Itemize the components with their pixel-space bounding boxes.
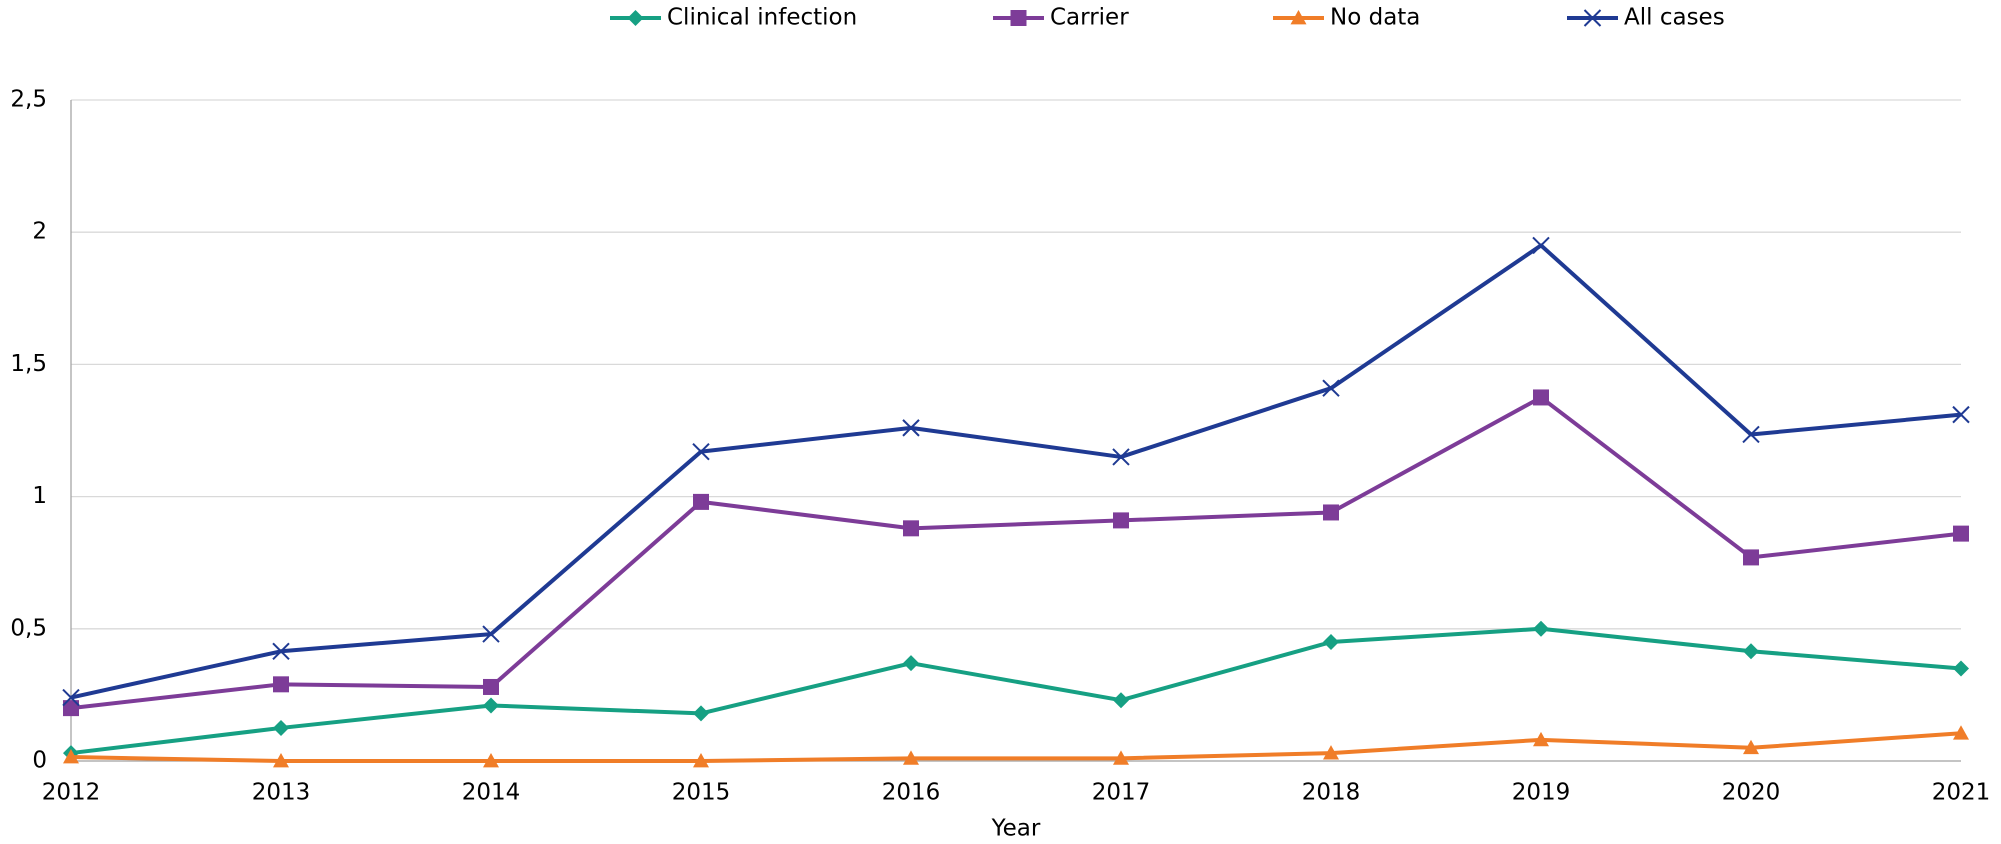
marker (63, 749, 79, 764)
x-axis-label: Year (991, 816, 1041, 842)
legend-label: Clinical infection (667, 5, 857, 31)
x-tick-label: 2018 (1302, 780, 1361, 806)
marker (1953, 525, 1969, 542)
marker (693, 753, 709, 768)
marker (1742, 425, 1760, 444)
marker (62, 688, 80, 707)
marker (1533, 389, 1549, 406)
marker (1953, 660, 1969, 677)
marker (273, 676, 289, 693)
marker (482, 625, 500, 643)
series-line (70, 243, 1962, 700)
marker (273, 719, 289, 736)
marker (627, 10, 644, 26)
x-tick-label: 2020 (1722, 780, 1781, 806)
y-tick-label: 1,5 (10, 351, 47, 377)
marker (692, 442, 710, 461)
marker (1583, 9, 1602, 27)
marker (903, 655, 919, 672)
marker (483, 753, 499, 768)
x-tick-label: 2012 (42, 780, 101, 806)
legend-label: No data (1330, 5, 1420, 31)
marker (272, 642, 290, 660)
y-tick-label: 2 (32, 219, 47, 245)
marker (1743, 739, 1759, 755)
marker (1323, 634, 1339, 651)
marker (1290, 10, 1307, 25)
x-tick-label: 2017 (1092, 780, 1151, 806)
marker (483, 697, 499, 714)
marker (1953, 725, 1969, 740)
marker (693, 493, 709, 510)
marker (1010, 10, 1027, 26)
marker (1112, 448, 1130, 466)
marker (273, 753, 289, 768)
x-tick-label: 2019 (1512, 780, 1571, 806)
series-line (70, 395, 1962, 711)
y-tick-label: 0,5 (10, 615, 47, 641)
marker (693, 705, 709, 722)
marker (63, 700, 79, 717)
x-tick-label: 2021 (1932, 780, 1991, 806)
marker (903, 750, 919, 765)
legend-label: All cases (1624, 5, 1725, 31)
marker (1113, 512, 1129, 529)
marker (1533, 620, 1549, 637)
marker (1113, 750, 1129, 765)
marker (1323, 504, 1339, 521)
x-tick-label: 2014 (462, 780, 521, 806)
x-tick-label: 2015 (672, 780, 731, 806)
y-tick-label: 2,5 (10, 87, 47, 113)
marker (1113, 692, 1129, 709)
marker (1532, 236, 1550, 255)
y-tick-label: 0 (32, 748, 47, 774)
legend-label: Carrier (1050, 5, 1129, 31)
marker (903, 520, 919, 537)
marker (1743, 643, 1759, 660)
x-tick-label: 2016 (882, 780, 941, 806)
marker (1323, 745, 1339, 760)
marker (1952, 405, 1970, 424)
y-tick-label: 1 (32, 483, 47, 509)
marker (483, 678, 499, 695)
marker (1322, 379, 1340, 397)
marker (1743, 549, 1759, 566)
marker (902, 419, 920, 437)
x-tick-label: 2013 (252, 780, 311, 806)
series-line (70, 626, 1962, 756)
marker (1533, 731, 1549, 747)
series-line (70, 731, 1962, 763)
